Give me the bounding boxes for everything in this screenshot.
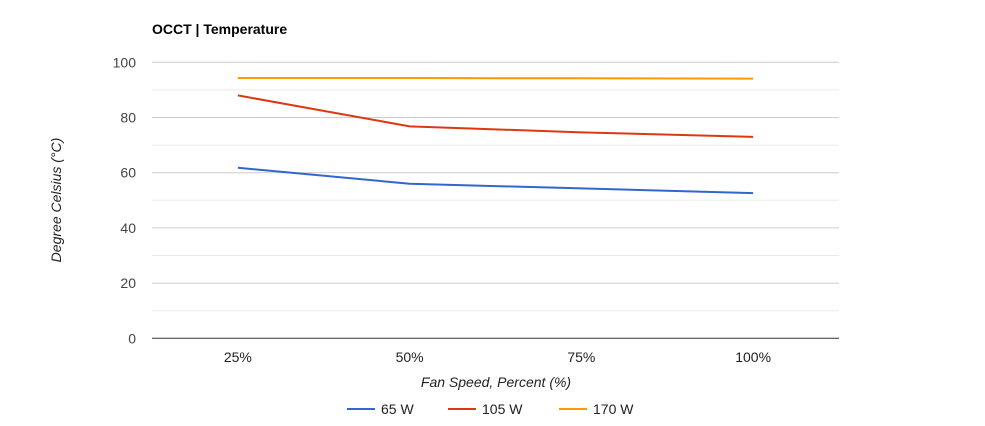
legend-label: 170 W — [593, 401, 634, 417]
legend-item: 105 W — [448, 401, 523, 417]
y-axis-label: Degree Celsius (°C) — [48, 138, 64, 263]
series-line-105-w — [237, 94, 754, 138]
y-tick-label: 60 — [120, 165, 136, 181]
legend-label: 105 W — [482, 401, 523, 417]
x-axis-label: Fan Speed, Percent (%) — [421, 374, 571, 390]
legend-item: 170 W — [559, 401, 634, 417]
y-tick-label: 0 — [128, 330, 136, 346]
x-tick-label: 100% — [735, 349, 771, 365]
y-tick-label: 80 — [120, 110, 136, 126]
x-tick-label: 25% — [224, 349, 252, 365]
x-tick-label: 75% — [567, 349, 595, 365]
x-tick-label: 50% — [396, 349, 424, 365]
legend-label: 65 W — [381, 401, 414, 417]
series-line-170-w — [237, 77, 754, 80]
legend-item: 65 W — [347, 401, 414, 417]
y-tick-label: 20 — [120, 275, 136, 291]
y-tick-label: 100 — [113, 54, 137, 70]
series-line-65-w — [237, 166, 754, 195]
y-tick-label: 40 — [120, 220, 136, 236]
chart-title: OCCT | Temperature — [152, 21, 287, 37]
